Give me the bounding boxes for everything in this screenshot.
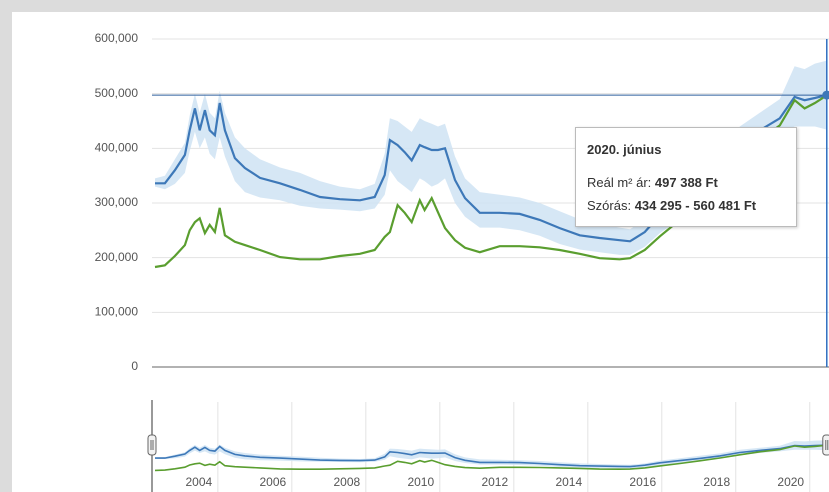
tooltip-label: Reál m² ár: [587,175,652,190]
series-line [155,444,827,468]
tooltip-value: 497 388 Ft [654,175,718,190]
navigator-tick-label: 2014 [555,475,582,489]
y-tick-label: 0 [131,359,138,373]
tooltip-row: Reál m² ár: 497 388 Ft [587,175,718,190]
navigator-tick-label: 2010 [407,475,434,489]
tooltip-value: 434 295 - 560 481 Ft [634,198,757,213]
y-tick-label: 500,000 [95,86,139,100]
navigator-handle [147,434,157,456]
navigator-tick-label: 2012 [481,475,508,489]
navigator-tick-label: 2020 [777,475,804,489]
y-tick-label: 400,000 [95,141,139,155]
navigator-tick-label: 2004 [185,475,212,489]
series-line [154,444,827,472]
navigator-tick-label: 2008 [333,475,360,489]
tooltip-title: 2020. június [587,142,662,157]
tooltip-row: Szórás: 434 295 - 560 481 Ft [587,198,756,213]
panel [12,12,829,492]
y-tick-label: 200,000 [95,250,139,264]
y-tick-label: 100,000 [95,305,139,319]
navigator-tick-label: 2006 [259,475,286,489]
y-tick-label: 300,000 [95,195,139,209]
band-area [155,440,827,469]
tooltip-label: Szórás: [587,198,632,213]
tooltip: 2020. június Reál m² ár: 497 388 Ft Szór… [575,127,797,227]
navigator-tick-label: 2016 [629,475,656,489]
y-tick-label: 600,000 [95,31,139,45]
navigator-tick-label: 2018 [703,475,730,489]
hover-point [822,90,829,100]
